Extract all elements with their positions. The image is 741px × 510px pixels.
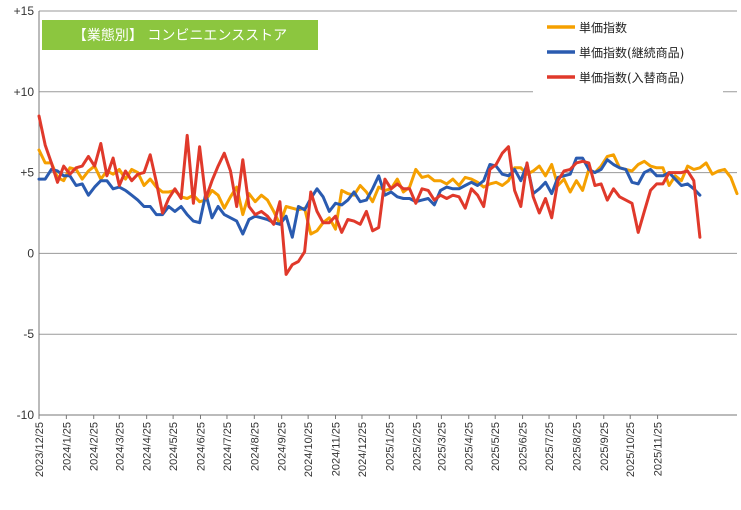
- x-axis-ticks: 2023/12/25 2024/1/25 2024/2/25 2024/3/25 202…: [34, 415, 665, 477]
- axes: [38, 11, 737, 416]
- x-tick-label: 2025/3/25: [436, 422, 448, 471]
- y-tick-label: +5: [20, 166, 34, 180]
- y-axis-ticks: -10 -5 0 +5 +10 +15: [14, 4, 35, 422]
- chart-title: 【業態別】 コンビニエンスストア: [73, 28, 287, 44]
- x-tick-label: 2024/5/25: [168, 422, 180, 471]
- x-tick-label: 2025/6/25: [518, 422, 530, 471]
- legend-label-continuing: 単価指数(継続商品): [579, 45, 684, 60]
- x-tick-label: 2025/2/25: [412, 422, 424, 471]
- x-tick-label: 2024/11/25: [330, 422, 342, 476]
- title-background: [42, 20, 318, 50]
- x-tick-label: 2024/9/25: [277, 422, 289, 471]
- x-tick-label: 2025/8/25: [571, 422, 583, 471]
- x-tick-label: 2025/5/25: [490, 422, 502, 471]
- x-tick-label: 2024/12/25: [357, 422, 369, 477]
- title-box: 【業態別】 コンビニエンスストア: [42, 20, 318, 50]
- x-tick-label: 2025/4/25: [464, 422, 476, 471]
- y-tick-label: +15: [14, 4, 35, 18]
- x-tick-label: 2025/10/25: [625, 422, 637, 477]
- y-tick-label: 0: [27, 246, 34, 260]
- x-tick-label: 2024/6/25: [195, 422, 207, 471]
- x-tick-label: 2025/7/25: [544, 422, 556, 471]
- series-lines: [37, 114, 739, 276]
- y-tick-label: +10: [14, 85, 35, 99]
- y-tick-label: -5: [23, 327, 34, 341]
- x-tick-label: 2024/10/25: [303, 422, 315, 477]
- legend: 単価指数 単価指数(継続商品) 単価指数(入替商品): [533, 14, 723, 100]
- series-line-replaced: [37, 114, 702, 276]
- legend-label-replaced: 単価指数(入替商品): [579, 70, 684, 85]
- y-tick-label: -10: [17, 408, 35, 422]
- x-tick-label: 2024/8/25: [249, 422, 261, 471]
- x-tick-label: 2024/1/25: [61, 422, 73, 471]
- x-tick-label: 2025/1/25: [384, 422, 396, 471]
- x-tick-label: 2024/3/25: [114, 422, 126, 471]
- x-tick-label: 2023/12/25: [34, 422, 46, 477]
- x-tick-label: 2024/7/25: [222, 422, 234, 471]
- legend-label-unit-price: 単価指数: [579, 20, 627, 35]
- x-tick-label: 2025/9/25: [599, 422, 611, 471]
- x-tick-label: 2024/2/25: [89, 422, 101, 471]
- x-tick-label: 2024/4/25: [142, 422, 154, 471]
- x-tick-label: 2025/11/25: [653, 422, 665, 476]
